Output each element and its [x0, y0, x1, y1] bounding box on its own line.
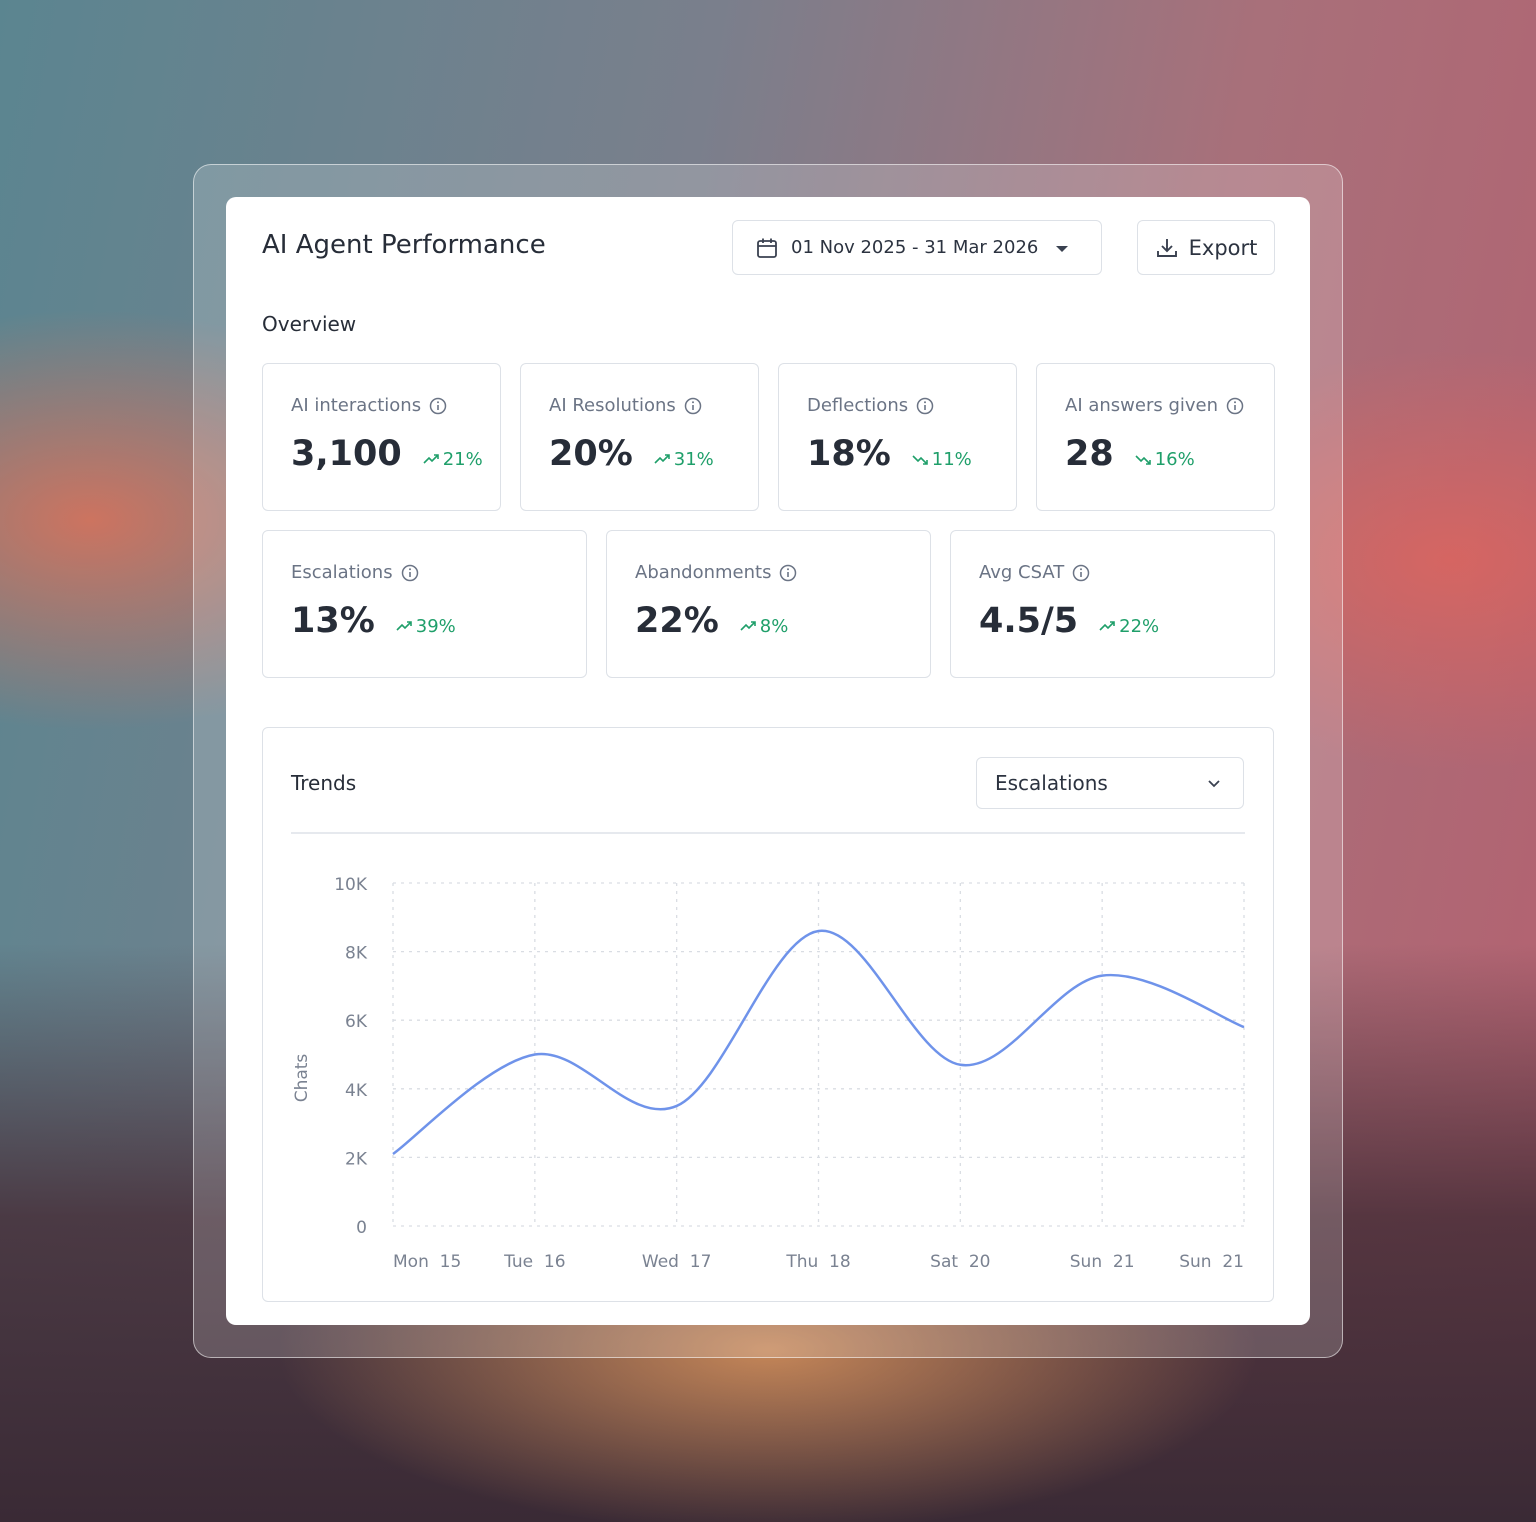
info-icon	[429, 397, 447, 414]
metric-value: 18%	[807, 434, 891, 474]
date-range-picker[interactable]: 01 Nov 2025 - 31 Mar 2026	[732, 220, 1102, 275]
metric-delta: 21%	[422, 449, 483, 470]
y-axis-label: Chats	[292, 1054, 312, 1103]
metric-label: Deflections	[807, 395, 934, 416]
metric-delta-text: 21%	[442, 448, 483, 470]
y-tick-label: 10K	[334, 875, 368, 895]
x-tick-label: Tue 16	[503, 1252, 565, 1272]
trend-icon	[912, 455, 928, 465]
metric-value: 28	[1065, 434, 1114, 474]
metric-label-text: Deflections	[807, 395, 909, 416]
metric-row: 4.5/5 22%	[979, 601, 1159, 641]
metric-selector[interactable]: Escalations	[976, 757, 1244, 809]
metric-delta: 16%	[1134, 449, 1195, 470]
metric-label-text: AI interactions	[291, 395, 422, 416]
export-label: Export	[1188, 235, 1258, 260]
trend-icon	[423, 454, 439, 464]
info-icon	[780, 564, 797, 581]
x-tick-label: Mon 15	[393, 1252, 461, 1272]
metric-delta-text: 31%	[673, 448, 714, 470]
metric-label: Abandonments	[635, 562, 797, 583]
metric-card: Abandonments 22% 8%	[606, 530, 931, 678]
metric-label: AI answers given	[1065, 395, 1244, 416]
page-title: AI Agent Performance	[262, 230, 546, 260]
trend-icon	[1135, 455, 1151, 465]
metric-card: AI Resolutions 20% 31%	[520, 363, 759, 511]
y-tick-label: 8K	[345, 944, 368, 964]
metric-row: 20% 31%	[549, 434, 714, 474]
export-button[interactable]: Export	[1137, 220, 1275, 275]
selector-text: Escalations	[995, 771, 1108, 795]
metric-value: 3,100	[291, 434, 402, 474]
x-tick-label: Wed 17	[642, 1252, 712, 1272]
metric-delta-text: 22%	[1119, 615, 1160, 637]
metric-card: Escalations 13% 39%	[262, 530, 587, 678]
trend-icon	[396, 621, 412, 631]
trends-panel	[262, 727, 1274, 1302]
date-range-text: 01 Nov 2025 - 31 Mar 2026	[791, 237, 1039, 258]
metric-label: AI Resolutions	[549, 395, 702, 416]
info-icon	[1073, 564, 1090, 581]
metric-label-text: Escalations	[291, 562, 393, 583]
metric-label-text: Abandonments	[635, 562, 772, 583]
metric-label-text: AI answers given	[1065, 395, 1219, 416]
section-title: Overview	[262, 312, 357, 336]
download-icon	[1156, 238, 1177, 257]
info-icon	[916, 397, 934, 414]
metric-delta: 8%	[739, 615, 789, 637]
metric-label-text: Avg CSAT	[979, 562, 1065, 583]
x-tick-label: Sun 21	[1070, 1252, 1135, 1272]
metric-value: 20%	[549, 434, 633, 474]
metric-delta-text: 8%	[759, 615, 789, 637]
metric-delta-text: 16%	[1154, 448, 1195, 470]
calendar-icon	[757, 238, 777, 258]
metric-value: 22%	[635, 601, 719, 641]
trend-icon	[654, 454, 670, 464]
trends-title: Trends	[291, 771, 357, 795]
metric-row: 18% 11%	[807, 434, 972, 474]
trend-icon	[1099, 621, 1115, 631]
x-tick-label: Thu 18	[785, 1252, 850, 1272]
divider	[291, 832, 1245, 834]
metric-label-text: AI Resolutions	[549, 395, 676, 416]
metric-row: 22% 8%	[635, 601, 788, 641]
caret-icon	[1056, 246, 1068, 252]
y-tick-label: 6K	[345, 1012, 368, 1032]
info-icon	[401, 564, 418, 581]
y-tick-label: 4K	[345, 1081, 368, 1101]
x-tick-label: Sun 21	[1179, 1252, 1244, 1272]
metric-card: Avg CSAT 4.5/5 22%	[950, 530, 1275, 678]
metric-label: Avg CSAT	[979, 562, 1090, 583]
metric-delta-text: 39%	[415, 615, 456, 637]
metric-label: AI interactions	[291, 395, 447, 416]
metric-card: Deflections 18% 11%	[778, 363, 1017, 511]
metric-value: 4.5/5	[979, 601, 1079, 641]
trend-icon	[740, 621, 756, 631]
y-tick-label: 0	[356, 1218, 367, 1238]
metric-delta-text: 11%	[931, 448, 972, 470]
metric-card: AI interactions 3,100 21%	[262, 363, 501, 511]
y-tick-label: 2K	[345, 1149, 368, 1169]
x-tick-label: Sat 20	[930, 1252, 990, 1272]
metric-value: 13%	[291, 601, 375, 641]
chevron-icon	[1208, 780, 1220, 788]
info-icon	[684, 397, 702, 414]
metric-card: AI answers given 28 16%	[1036, 363, 1275, 511]
metric-delta: 31%	[653, 449, 714, 470]
metric-delta: 22%	[1098, 616, 1159, 637]
info-icon	[1226, 397, 1244, 414]
metric-delta: 11%	[911, 449, 972, 470]
trend-line	[392, 929, 1245, 1155]
metric-row: 3,100 21%	[291, 434, 483, 474]
metric-row: 13% 39%	[291, 601, 456, 641]
metric-delta: 39%	[395, 616, 456, 637]
metric-label: Escalations	[291, 562, 419, 583]
metric-row: 28 16%	[1065, 434, 1195, 474]
